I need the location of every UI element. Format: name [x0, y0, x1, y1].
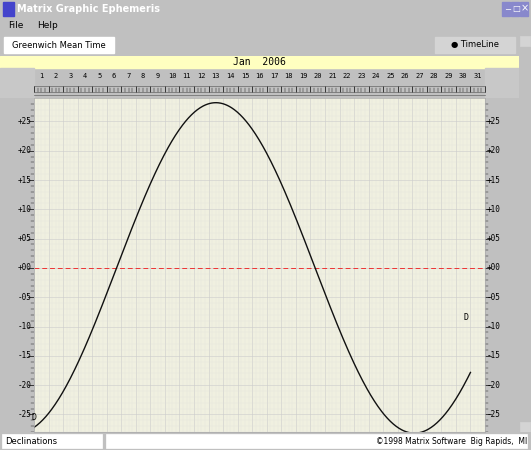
Text: +25: +25	[487, 117, 501, 126]
Text: +25: +25	[18, 117, 32, 126]
Text: 27: 27	[415, 73, 424, 79]
Text: 2: 2	[54, 73, 58, 79]
Text: +15: +15	[18, 176, 32, 184]
Text: Help: Help	[37, 21, 58, 30]
Text: -20: -20	[487, 381, 501, 390]
Text: -20: -20	[18, 381, 32, 390]
Text: +10: +10	[18, 205, 32, 214]
Text: 21: 21	[328, 73, 337, 79]
Text: 19: 19	[299, 73, 307, 79]
Bar	[3, 2, 14, 16]
Text: ×: ×	[521, 4, 529, 13]
Text: 17: 17	[270, 73, 278, 79]
Text: -15: -15	[18, 351, 32, 360]
Text: 25: 25	[386, 73, 395, 79]
Text: ─: ─	[504, 4, 510, 13]
Text: 11: 11	[183, 73, 191, 79]
Text: 6: 6	[112, 73, 116, 79]
Text: 18: 18	[284, 73, 293, 79]
Text: 29: 29	[444, 73, 453, 79]
Text: +10: +10	[487, 205, 501, 214]
Bar	[106, 434, 527, 448]
Text: 12: 12	[197, 73, 205, 79]
Text: 4: 4	[83, 73, 87, 79]
Text: 13: 13	[212, 73, 220, 79]
Text: 26: 26	[401, 73, 409, 79]
Text: 10: 10	[168, 73, 176, 79]
Text: 16: 16	[255, 73, 264, 79]
Text: ©1998 Matrix Software  Big Rapids,  MI: ©1998 Matrix Software Big Rapids, MI	[376, 436, 527, 446]
Text: □: □	[512, 4, 520, 13]
Text: ● TimeLine: ● TimeLine	[451, 40, 499, 50]
Text: D: D	[464, 313, 468, 322]
Text: 28: 28	[430, 73, 438, 79]
Text: -25: -25	[18, 410, 32, 419]
Text: File: File	[8, 21, 23, 30]
Text: 9: 9	[156, 73, 160, 79]
Text: Matrix Graphic Ephemeris: Matrix Graphic Ephemeris	[17, 4, 160, 13]
Text: +00: +00	[18, 263, 32, 272]
Text: 8: 8	[141, 73, 145, 79]
Text: 3: 3	[68, 73, 73, 79]
Text: 15: 15	[241, 73, 249, 79]
Bar	[511, 2, 519, 16]
Text: +20: +20	[487, 146, 501, 155]
Text: +00: +00	[487, 263, 501, 272]
Text: -10: -10	[487, 322, 501, 331]
Text: +15: +15	[487, 176, 501, 184]
Bar	[520, 36, 530, 46]
Text: 20: 20	[313, 73, 322, 79]
Text: 7: 7	[126, 73, 131, 79]
Bar	[520, 2, 528, 16]
Bar	[0, 68, 34, 98]
Text: 24: 24	[372, 73, 380, 79]
Bar	[520, 422, 530, 432]
Text: -05: -05	[18, 293, 32, 302]
Text: 14: 14	[226, 73, 235, 79]
Text: Declinations: Declinations	[5, 436, 57, 446]
Text: 30: 30	[459, 73, 467, 79]
Bar	[0, 56, 519, 68]
Text: 1: 1	[39, 73, 44, 79]
Text: -25: -25	[487, 410, 501, 419]
Text: 23: 23	[357, 73, 365, 79]
Text: -15: -15	[487, 351, 501, 360]
Text: +20: +20	[18, 146, 32, 155]
Bar	[485, 68, 519, 98]
Text: D: D	[31, 413, 37, 422]
Bar	[435, 37, 515, 53]
Bar	[2, 434, 102, 448]
Text: +05: +05	[487, 234, 501, 243]
Bar	[4, 37, 114, 53]
Text: -05: -05	[487, 293, 501, 302]
Text: 31: 31	[474, 73, 482, 79]
Text: 5: 5	[97, 73, 101, 79]
Text: Greenwich Mean Time: Greenwich Mean Time	[12, 40, 106, 50]
Text: -10: -10	[18, 322, 32, 331]
Text: +05: +05	[18, 234, 32, 243]
Bar	[502, 2, 510, 16]
Text: Jan  2006: Jan 2006	[233, 57, 286, 67]
Text: 22: 22	[342, 73, 351, 79]
